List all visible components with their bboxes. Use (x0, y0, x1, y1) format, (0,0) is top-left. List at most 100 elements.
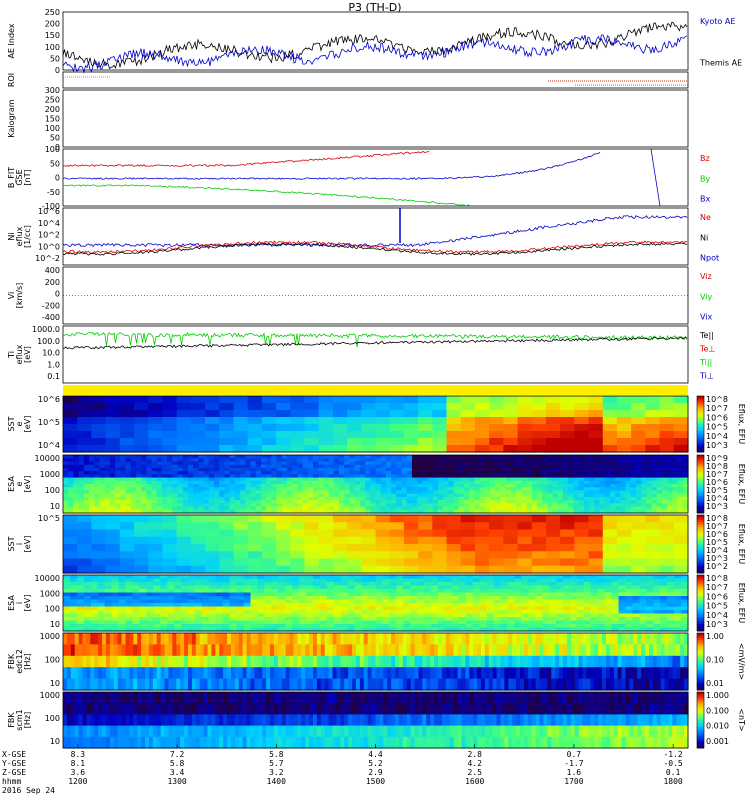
y-tick-label: 10^4 (38, 441, 60, 450)
y-axis-label: ESA (7, 595, 16, 611)
y-tick-label: 10^6 (38, 207, 60, 216)
colorbar-tick: 0.001 (706, 737, 729, 746)
y-tick-label: 0.1 (47, 372, 60, 381)
colorbar-tick: 1.000 (706, 691, 729, 700)
colorbar-label: <mV/m> (737, 643, 746, 680)
legend-entry: Ti|| (699, 358, 712, 367)
colorbar-sst_e: 10^810^710^610^510^410^3 Eflux, EFU (696, 395, 746, 453)
y-tick-label: -200 (42, 301, 60, 310)
y-axis-label: Vi (7, 292, 16, 300)
y-axis-label: Ti (7, 351, 16, 359)
legend-entry: Te|| (699, 331, 714, 340)
y-axis-label: ROI (7, 73, 16, 87)
footer-value: 2.8 (467, 750, 482, 759)
colorbar-tick: 10^8 (706, 395, 728, 404)
y-tick-label: 10 (50, 502, 60, 511)
footer-value: 1.6 (567, 768, 582, 777)
y-axis-label: [Hz] (23, 712, 32, 728)
y-tick-label: 0 (55, 174, 60, 183)
footer-value: 5.8 (170, 759, 185, 768)
panel-ae: AE Index 0 50 100 150 200 250 Kyoto AE Themis AE (7, 8, 742, 75)
colorbar-esa_e: 10^910^810^710^610^510^410^3 Eflux, EFU (696, 454, 746, 514)
y-tick-label: -100 (42, 202, 60, 211)
colorbar-tick: 10^7 (706, 404, 728, 413)
legend-entry: Vix (700, 313, 713, 322)
legend-entry: Ne (700, 213, 711, 222)
footer-value: 1500 (366, 777, 385, 786)
colorbar-fbk_b: 1.000 0.100 0.010 0.001 <nT> (696, 691, 746, 749)
footer-value: 2.9 (368, 768, 383, 777)
y-tick-label: 200 (45, 20, 60, 29)
colorbar-tick: 10^5 (706, 423, 728, 432)
legend-entry: Ni (700, 233, 708, 242)
ae-series (62, 21, 688, 74)
panel-vi: Vi [km/s] 400 200 0 -200 -400 Viz Viy Vix (7, 266, 713, 325)
y-axis-label: ESA (7, 476, 16, 492)
colorbar-label: <nT> (737, 708, 746, 731)
y-tick-label: 100 (45, 656, 60, 665)
colorbar-tick: 10^7 (706, 583, 728, 592)
y-tick-label: 100 (45, 43, 60, 52)
footer-value: 1600 (465, 777, 484, 786)
roi-markers (63, 76, 688, 86)
y-axis-label: i (15, 602, 24, 604)
series-ni (62, 242, 688, 256)
y-axis-label: [eV] (23, 536, 32, 553)
footer-row-label: 2016 Sep 24 (2, 786, 55, 795)
y-tick-label: 100 (45, 605, 60, 614)
y-axis-label: [eV] (23, 476, 32, 493)
colorbar-tick: 10^4 (706, 546, 728, 555)
legend-entry: Viy (700, 292, 713, 301)
footer-value: 4.4 (368, 750, 383, 759)
panel-fbk_b: 1.000 0.100 0.010 0.001 <nT> FBK scm1 [Hz] 1000 1… (7, 691, 746, 749)
y-tick-label: 10^5 (38, 514, 60, 523)
y-tick-label: 100 (45, 486, 60, 495)
series-themis-ae (62, 21, 688, 70)
y-axis-label: i (15, 543, 24, 545)
panel-roi: ROI (7, 71, 689, 89)
footer-row-label: Y-GSE (2, 759, 26, 768)
y-tick-label: 1000 (40, 589, 60, 598)
y-tick-label: 100.0 (37, 337, 60, 346)
y-axis-label: [1/cc] (23, 225, 32, 248)
legend-entry: Bz (700, 154, 710, 163)
series-ne (62, 215, 688, 248)
y-tick-label: 100 (45, 714, 60, 723)
y-tick-label: 0 (55, 143, 60, 152)
footer-row-label: hhmm (2, 777, 21, 786)
colorbar-tick: 10^5 (706, 486, 728, 495)
panel-esa_e: 10^910^810^710^610^510^410^3 Eflux, EFU ES… (7, 454, 746, 514)
footer-value: -1.7 (564, 759, 583, 768)
panel-fbk_e: 1.00 0.10 0.01 <mV/m> FBK edc12 [Hz] 1000 100 10 (7, 632, 746, 691)
y-tick-label: 400 (45, 266, 60, 275)
colorbar-tick: 10^9 (706, 454, 728, 463)
colorbar-label: Eflux, EFU (737, 464, 746, 505)
footer-row-label: Z-GSE (2, 768, 26, 777)
colorbar-tick: 10^4 (706, 494, 728, 503)
series-kyoto-ae (62, 34, 688, 74)
y-tick-label: 10^6 (38, 395, 60, 404)
footer-value: 5.8 (269, 750, 284, 759)
colorbar-tick: 10^8 (706, 462, 728, 471)
y-tick-label: 300 (45, 86, 60, 95)
y-tick-label: 10000 (35, 574, 60, 583)
y-axis-label: SST (7, 416, 16, 431)
legend-entry: Npot (700, 254, 719, 263)
y-tick-label: 200 (45, 278, 60, 287)
y-axis-label: FBK (7, 712, 16, 728)
y-tick-label: 1000.0 (32, 325, 60, 334)
colorbar-tick: 10^2 (706, 562, 728, 571)
legend-entry: Themis AE (699, 58, 742, 67)
y-tick-label: 150 (45, 31, 60, 40)
footer-value: 4.2 (467, 759, 482, 768)
legend-entry: Ti⊥ (699, 372, 714, 381)
y-tick-label: 100 (45, 145, 60, 154)
footer-row-label: X-GSE (2, 750, 26, 759)
colorbar-tick: 10^6 (706, 530, 728, 539)
series-te (62, 336, 688, 350)
colorbar-sst_i: 10^810^710^610^510^410^310^2 Eflux, EFU (696, 514, 746, 574)
colorbar-tick: 1.00 (706, 632, 724, 641)
y-tick-label: 1000 (40, 470, 60, 479)
